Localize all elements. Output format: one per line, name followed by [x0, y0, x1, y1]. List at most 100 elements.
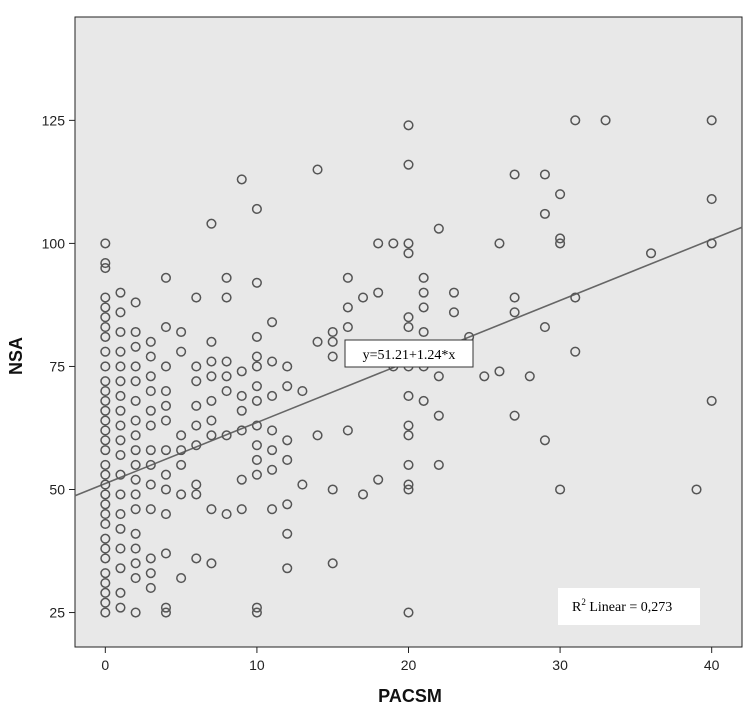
data-point — [327, 484, 338, 495]
data-point — [115, 361, 126, 372]
data-point — [100, 509, 111, 520]
data-point — [130, 326, 141, 338]
data-point — [221, 272, 232, 283]
data-point — [100, 258, 111, 269]
data-point — [539, 435, 550, 446]
data-point — [373, 474, 384, 485]
data-point — [251, 203, 262, 215]
data-point — [524, 371, 535, 382]
data-point — [130, 543, 141, 554]
data-point — [403, 484, 414, 495]
data-point — [100, 361, 111, 372]
x-axis-title: PACSM — [378, 686, 442, 706]
data-point — [388, 238, 399, 249]
data-point — [221, 509, 232, 520]
data-points — [100, 115, 717, 618]
data-point — [509, 292, 520, 303]
data-point — [267, 425, 278, 436]
data-point — [130, 459, 141, 470]
data-point — [115, 405, 126, 416]
data-point — [327, 336, 338, 347]
data-point — [251, 331, 262, 342]
data-point — [160, 415, 172, 426]
data-point — [327, 326, 338, 338]
data-point — [100, 376, 111, 387]
data-point — [342, 322, 353, 333]
y-tick-label: 50 — [49, 482, 65, 498]
y-axis-title: NSA — [6, 337, 26, 375]
data-point — [251, 277, 262, 288]
data-point — [100, 445, 111, 456]
data-point — [130, 376, 141, 387]
data-point — [418, 395, 429, 406]
data-point — [251, 361, 262, 372]
data-point — [236, 474, 247, 485]
data-point — [100, 386, 111, 397]
data-point — [160, 469, 172, 480]
y-axis: 25 50 75 100 125 — [42, 112, 75, 621]
data-point — [418, 302, 429, 313]
data-point — [448, 287, 460, 298]
data-point — [191, 292, 202, 303]
data-point — [206, 356, 217, 367]
data-point — [176, 346, 187, 357]
data-point — [145, 386, 156, 397]
data-point — [130, 445, 141, 456]
data-point — [373, 238, 384, 249]
data-point — [433, 459, 444, 470]
data-point — [509, 169, 520, 180]
data-point — [130, 504, 141, 515]
data-point — [191, 440, 202, 451]
data-point — [130, 474, 141, 485]
data-point — [706, 395, 717, 406]
x-tick-label: 30 — [552, 657, 568, 673]
data-point — [176, 459, 187, 470]
data-point — [297, 479, 308, 490]
data-point — [645, 248, 657, 259]
data-point — [206, 504, 217, 515]
data-point — [509, 410, 520, 421]
data-point — [282, 454, 293, 466]
data-point — [403, 120, 414, 131]
data-point — [191, 420, 202, 431]
data-point — [555, 233, 566, 244]
data-point — [115, 469, 126, 480]
data-point — [403, 430, 414, 441]
data-point — [100, 238, 111, 249]
data-point — [160, 386, 172, 397]
data-point — [100, 597, 111, 608]
data-point — [267, 504, 278, 515]
data-point — [115, 523, 126, 534]
data-point — [115, 435, 126, 446]
data-point — [221, 386, 232, 397]
data-point — [115, 489, 126, 500]
data-point — [267, 356, 278, 367]
data-point — [176, 326, 187, 338]
data-point — [327, 558, 338, 569]
data-point — [418, 326, 429, 338]
data-point — [100, 459, 111, 470]
data-point — [115, 449, 126, 461]
data-point — [145, 504, 156, 515]
data-point — [115, 346, 126, 357]
data-point — [297, 386, 308, 397]
data-point — [100, 533, 111, 544]
data-point — [130, 395, 141, 406]
data-point — [403, 322, 414, 333]
data-point — [145, 459, 156, 470]
data-point — [100, 346, 111, 357]
data-point — [282, 361, 293, 372]
data-point — [100, 262, 111, 274]
data-point — [160, 272, 172, 283]
data-point — [494, 366, 505, 377]
data-point — [403, 459, 414, 470]
data-point — [100, 435, 111, 446]
y-tick-label: 75 — [49, 358, 65, 374]
data-point — [251, 607, 262, 618]
data-point — [403, 159, 414, 170]
y-tick-label: 25 — [49, 605, 65, 621]
data-point — [539, 208, 550, 219]
data-point — [100, 607, 111, 618]
data-point — [160, 400, 172, 411]
data-point — [130, 489, 141, 500]
